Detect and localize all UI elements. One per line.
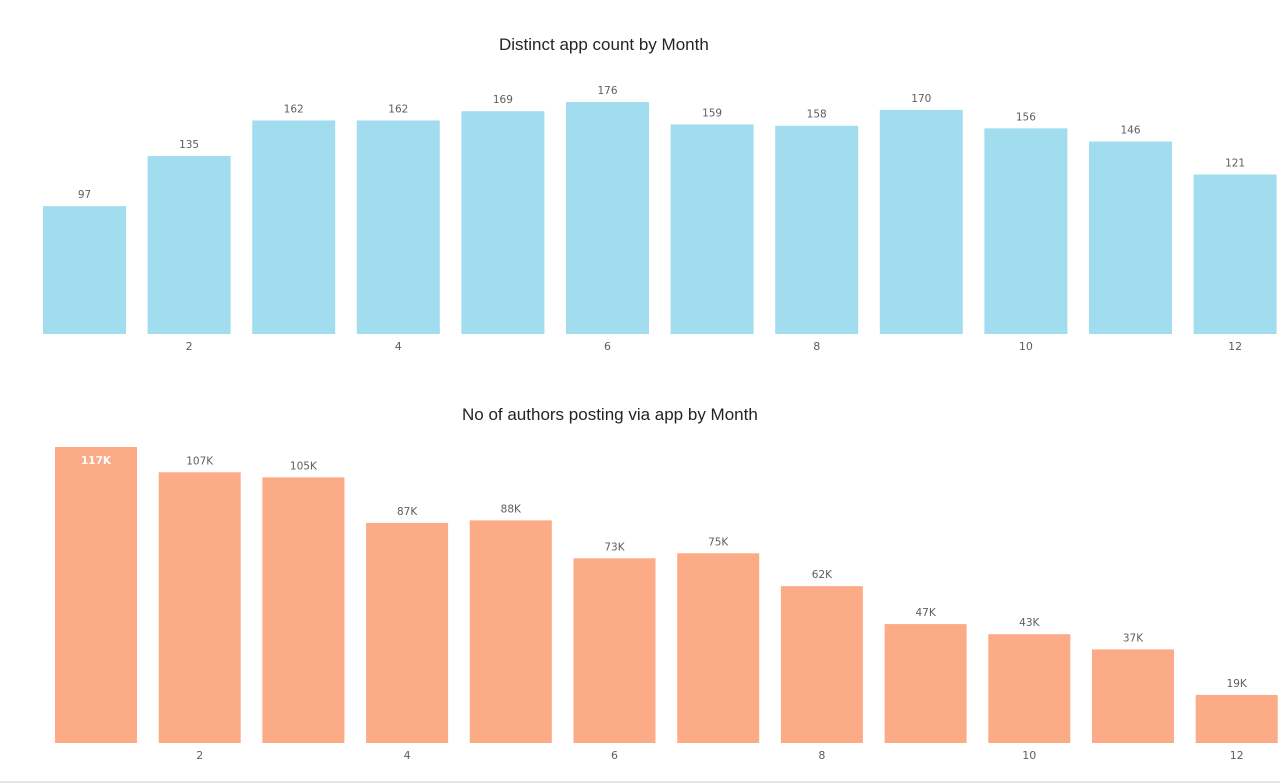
bar-month-4[interactable] [366,522,449,743]
data-label-month-5: 88K [501,503,522,515]
bar-month-11[interactable] [1092,649,1174,743]
bar-month-10[interactable] [984,128,1068,334]
bar-month-8[interactable] [775,125,859,335]
bar-month-3[interactable] [262,477,345,743]
x-tick-label: 12 [1230,749,1244,762]
data-label-month-7: 159 [702,107,722,119]
data-label-month-11: 37K [1123,632,1144,644]
bar-month-7[interactable] [670,124,754,334]
data-label-month-10: 156 [1016,111,1036,123]
x-tick-label: 8 [818,749,825,762]
data-label-month-6: 73K [604,541,625,553]
bar-month-7[interactable] [677,553,760,743]
bar-month-9[interactable] [884,624,967,743]
bar-month-10[interactable] [988,634,1071,743]
data-label-month-1: 117K [81,455,112,467]
data-label-month-2: 107K [186,455,214,467]
data-label-month-3: 162 [284,103,304,115]
x-tick-label: 12 [1228,340,1242,353]
data-label-month-12: 19K [1227,678,1248,690]
x-tick-label: 10 [1019,340,1033,353]
bottom-divider [0,781,1280,783]
bar-month-12[interactable] [1195,694,1278,743]
data-label-month-3: 105K [290,460,318,472]
x-tick-label: 6 [611,749,618,762]
bar-month-1[interactable] [55,447,137,743]
bar-month-3[interactable] [252,120,336,334]
data-label-month-12: 121 [1225,158,1245,170]
x-tick-label: 4 [404,749,411,762]
x-tick-label: 10 [1022,749,1036,762]
bar-month-2[interactable] [158,472,241,743]
data-label-month-6: 176 [597,85,617,97]
data-label-month-9: 170 [911,93,931,105]
app-count-bar-chart: 97 135 162 162 169 176 159 158 170 156 146 121 2 4 6 8 1… [43,85,1277,353]
data-label-month-2: 135 [179,139,199,151]
x-tick-label: 6 [604,340,611,353]
data-label-month-7: 75K [708,536,729,548]
data-label-month-11: 146 [1120,125,1140,137]
chart-title-authors: No of authors posting via app by Month [462,405,758,424]
chart-title-app-count: Distinct app count by Month [499,35,709,54]
data-label-month-10: 43K [1019,617,1040,629]
bar-month-6[interactable] [573,558,656,743]
x-tick-label: 2 [186,340,193,353]
data-label-month-5: 169 [493,94,513,106]
data-label-month-8: 62K [812,569,833,581]
bar-month-5[interactable] [469,520,552,743]
bar-month-8[interactable] [780,586,863,743]
bar-month-12[interactable] [1193,174,1277,335]
data-label-month-4: 87K [397,506,418,518]
x-tick-label: 8 [813,340,820,353]
bar-month-1[interactable] [43,206,126,334]
data-label-month-4: 162 [388,103,408,115]
x-tick-label: 4 [395,340,402,353]
bar-month-4[interactable] [356,120,440,334]
bar-month-6[interactable] [566,102,649,334]
data-label-month-8: 158 [807,109,827,121]
bar-month-2[interactable] [147,156,231,334]
bar-month-9[interactable] [879,109,963,334]
data-label-month-1: 97 [78,189,91,201]
bar-month-11[interactable] [1089,141,1172,334]
bar-month-5[interactable] [461,111,545,335]
x-tick-label: 2 [196,749,203,762]
data-label-month-9: 47K [915,607,936,619]
